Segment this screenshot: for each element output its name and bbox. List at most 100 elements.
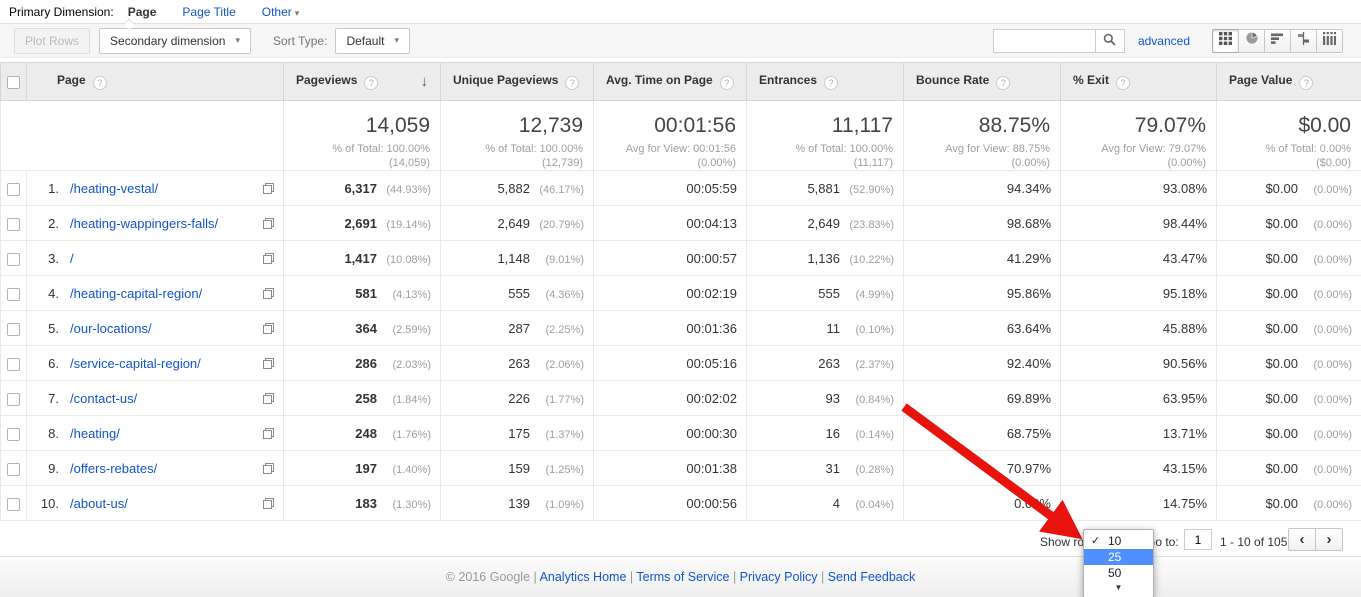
- page-link[interactable]: /about-us/: [70, 495, 128, 511]
- column-header-page[interactable]: Page?: [26, 62, 284, 101]
- dimension-tab-page-title[interactable]: Page Title: [182, 4, 236, 19]
- cell-page-value: $0.00 (0.00%): [1216, 170, 1361, 206]
- help-icon[interactable]: ?: [1116, 76, 1131, 90]
- row-checkbox[interactable]: [7, 497, 20, 511]
- performance-view-icon: [1271, 32, 1284, 50]
- row-number: 2.: [48, 215, 59, 231]
- cell-page: 10. /about-us/: [26, 485, 284, 521]
- external-link-icon[interactable]: [263, 462, 274, 474]
- cell-page: 2. /heating-wappingers-falls/: [26, 205, 284, 241]
- comparison-view-button[interactable]: [1290, 28, 1317, 53]
- option-label: 10: [1108, 534, 1122, 548]
- total-subtext: (0.00%): [1167, 157, 1206, 169]
- page-link[interactable]: /offers-rebates/: [70, 460, 158, 476]
- cell-exit-rate: 98.44%: [1060, 205, 1217, 241]
- row-checkbox[interactable]: [7, 252, 20, 266]
- footer-separator: |: [817, 570, 828, 584]
- show-rows-option-50[interactable]: 50: [1084, 565, 1153, 581]
- row-select-cell: [0, 380, 27, 416]
- row-checkbox[interactable]: [7, 357, 20, 371]
- plot-rows-button[interactable]: Plot Rows: [14, 27, 91, 54]
- cell-pageviews: 581 (4.13%): [283, 275, 441, 311]
- cell-entrances: 263 (2.37%): [746, 345, 904, 381]
- table-view-button[interactable]: [1212, 28, 1239, 53]
- percentage-view-button[interactable]: [1238, 28, 1265, 53]
- page-link[interactable]: /service-capital-region/: [70, 355, 201, 371]
- external-link-icon[interactable]: [263, 357, 274, 369]
- next-page-button[interactable]: ›: [1315, 528, 1343, 551]
- select-all-checkbox[interactable]: [7, 75, 20, 89]
- column-header-page-value[interactable]: Page Value?: [1216, 62, 1361, 101]
- page-link[interactable]: /heating-wappingers-falls/: [70, 215, 219, 231]
- column-header-entrances[interactable]: Entrances?: [746, 62, 904, 101]
- primary-dimension-label: Primary Dimension:: [9, 4, 114, 19]
- external-link-icon[interactable]: [263, 217, 274, 229]
- row-checkbox[interactable]: [7, 287, 20, 301]
- cell-bounce-rate: 95.86%: [903, 275, 1061, 311]
- cell-page: 7. /contact-us/: [26, 380, 284, 416]
- page-link[interactable]: /heating/: [70, 425, 120, 441]
- table-row: 1. /heating-vestal/6,317 (44.93%) 5,882 (46.…: [0, 170, 1361, 206]
- help-icon[interactable]: ?: [364, 76, 379, 90]
- cell-page: 6. /service-capital-region/: [26, 345, 284, 381]
- external-link-icon[interactable]: [263, 497, 274, 509]
- sort-type-button[interactable]: Default ▾: [335, 27, 411, 54]
- row-checkbox[interactable]: [7, 217, 20, 231]
- row-checkbox[interactable]: [7, 427, 20, 441]
- column-label: Avg. Time on Page: [606, 73, 713, 87]
- page-link[interactable]: /: [70, 250, 74, 266]
- external-link-icon[interactable]: [263, 252, 274, 264]
- row-number: 1.: [48, 180, 59, 196]
- column-header-pageviews[interactable]: Pageviews? ↓: [283, 62, 441, 101]
- select-all-header: [0, 62, 27, 101]
- totals-cell: 14,059 % of Total: 100.00% (14,059): [283, 100, 441, 171]
- footer-link-send-feedback[interactable]: Send Feedback: [827, 570, 916, 584]
- page-link[interactable]: /heating-vestal/: [70, 180, 159, 196]
- footer-link-analytics-home[interactable]: Analytics Home: [539, 570, 627, 584]
- advanced-search-link[interactable]: advanced: [1137, 33, 1190, 48]
- row-checkbox[interactable]: [7, 182, 20, 196]
- external-link-icon[interactable]: [263, 287, 274, 299]
- column-header-bounce-rate[interactable]: Bounce Rate?: [903, 62, 1061, 101]
- help-icon[interactable]: ?: [1299, 76, 1314, 90]
- row-checkbox[interactable]: [7, 462, 20, 476]
- previous-page-button[interactable]: ‹: [1288, 528, 1316, 551]
- external-link-icon[interactable]: [263, 427, 274, 439]
- cell-unique-pageviews: 263 (2.06%): [440, 345, 594, 381]
- external-link-icon[interactable]: [263, 322, 274, 334]
- help-icon[interactable]: ?: [92, 76, 107, 90]
- column-header-avg-time-on-page[interactable]: Avg. Time on Page?: [593, 62, 747, 101]
- pivot-view-button[interactable]: [1316, 28, 1343, 53]
- footer-link-privacy-policy[interactable]: Privacy Policy: [739, 570, 818, 584]
- page-link[interactable]: /contact-us/: [70, 390, 138, 406]
- scroll-down-icon[interactable]: ▼: [1114, 583, 1123, 592]
- page-link[interactable]: /our-locations/: [70, 320, 152, 336]
- show-rows-option-25[interactable]: 25: [1084, 549, 1153, 565]
- performance-view-button[interactable]: [1264, 28, 1291, 53]
- pivot-view-icon: [1323, 31, 1336, 50]
- help-icon[interactable]: ?: [565, 76, 580, 90]
- table-header-row: Page? Pageviews? ↓ Unique Pageviews? Avg. Ti…: [0, 62, 1361, 101]
- sort-descending-icon[interactable]: ↓: [420, 72, 429, 90]
- row-checkbox[interactable]: [7, 392, 20, 406]
- external-link-icon[interactable]: [263, 392, 274, 404]
- page-link[interactable]: /heating-capital-region/: [70, 285, 203, 301]
- external-link-icon[interactable]: [263, 182, 274, 194]
- row-checkbox[interactable]: [7, 322, 20, 336]
- column-header-unique-pageviews[interactable]: Unique Pageviews?: [440, 62, 594, 101]
- dimension-tab-other[interactable]: Other ▾: [261, 4, 300, 19]
- search-button[interactable]: [1094, 28, 1125, 53]
- dimension-tab-page[interactable]: Page: [127, 4, 157, 19]
- cell-page-value: $0.00 (0.00%): [1216, 205, 1361, 241]
- help-icon[interactable]: ?: [719, 76, 734, 90]
- totals-cell: 79.07% Avg for View: 79.07% (0.00%): [1060, 100, 1217, 171]
- cell-page: 4. /heating-capital-region/: [26, 275, 284, 311]
- go-to-page-input[interactable]: [1184, 529, 1212, 550]
- search-input[interactable]: [992, 28, 1095, 53]
- help-icon[interactable]: ?: [996, 76, 1011, 90]
- footer-link-terms-of-service[interactable]: Terms of Service: [636, 570, 730, 584]
- column-header-exit[interactable]: % Exit?: [1060, 62, 1217, 101]
- show-rows-option-10[interactable]: ✓ 10: [1084, 533, 1153, 549]
- help-icon[interactable]: ?: [824, 76, 839, 90]
- secondary-dimension-button[interactable]: Secondary dimension ▾: [99, 27, 251, 54]
